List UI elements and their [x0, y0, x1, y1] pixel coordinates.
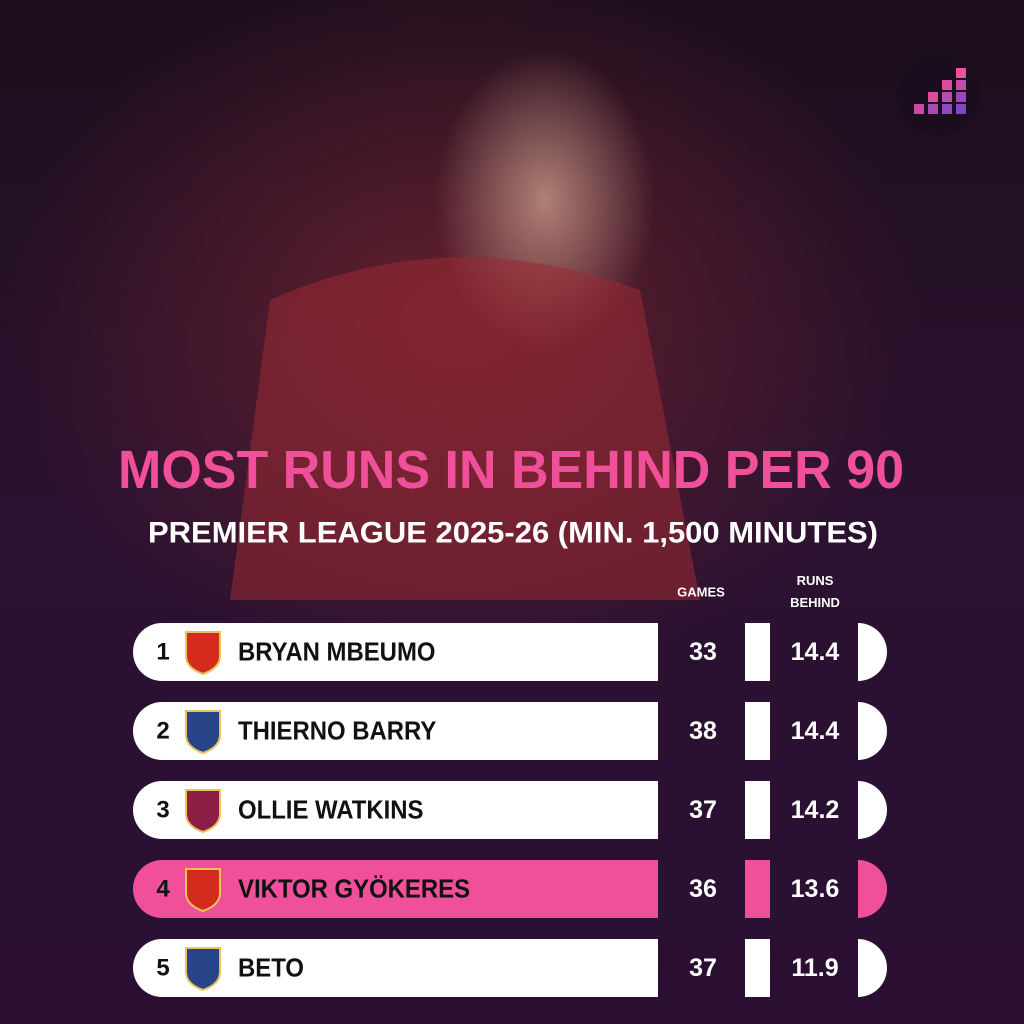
column-header: RUNS BEHIND	[790, 573, 840, 610]
rank: 1	[156, 639, 169, 666]
team-crest	[185, 631, 221, 676]
table-row: 3 OLLIE WATKINS 37 14.2	[133, 781, 887, 839]
player-shirt	[230, 257, 700, 600]
row-pill	[133, 939, 658, 997]
games: 38	[689, 717, 717, 745]
row-pill	[133, 860, 658, 918]
player-name: THIERNO BARRY	[238, 716, 437, 745]
row-end-cap	[858, 781, 887, 839]
player-name: BRYAN MBEUMO	[238, 637, 435, 666]
runs-behind: 14.2	[791, 796, 840, 824]
runs-behind: 11.9	[791, 954, 838, 982]
row-pill	[133, 702, 658, 760]
runs-behind: 14.4	[791, 717, 840, 745]
team-crest	[185, 947, 221, 992]
runs-behind: 13.6	[791, 875, 840, 903]
row-end-cap	[858, 939, 887, 997]
team-crest	[185, 789, 221, 834]
table-row: 2 THIERNO BARRY 38 14.4	[133, 702, 887, 760]
table-row: 1 BRYAN MBEUMO 33 14.4	[133, 623, 887, 681]
title: MOST RUNS IN BEHIND PER 90	[118, 440, 904, 500]
team-crest	[185, 710, 221, 755]
table-row: 5 BETO 37 11.9	[133, 939, 887, 997]
team-crest	[185, 868, 221, 913]
rank: 3	[156, 797, 169, 824]
row-end-cap	[858, 702, 887, 760]
row-pill	[133, 781, 658, 839]
row-divider	[745, 781, 770, 839]
row-pill	[133, 623, 658, 681]
player-name: VIKTOR GYÖKERES	[238, 873, 470, 903]
games: 33	[689, 638, 717, 666]
games: 36	[689, 875, 717, 903]
row-divider	[745, 860, 770, 918]
runs-behind: 14.4	[791, 638, 840, 666]
row-divider	[745, 702, 770, 760]
column-header: GAMES	[677, 585, 725, 600]
player-name: BETO	[238, 953, 304, 982]
row-divider	[745, 623, 770, 681]
brand-logo	[896, 52, 980, 136]
player-name: OLLIE WATKINS	[238, 795, 424, 824]
rank: 2	[156, 718, 169, 745]
row-divider	[745, 939, 770, 997]
row-end-cap	[858, 623, 887, 681]
games: 37	[689, 796, 717, 824]
row-end-cap	[858, 860, 887, 918]
subtitle: PREMIER LEAGUE 2025-26 (MIN. 1,500 MINUT…	[148, 517, 878, 550]
rank: 4	[156, 876, 170, 903]
rank: 5	[156, 955, 169, 982]
games: 37	[689, 954, 717, 982]
table-row: 4 VIKTOR GYÖKERES 36 13.6	[133, 860, 887, 918]
